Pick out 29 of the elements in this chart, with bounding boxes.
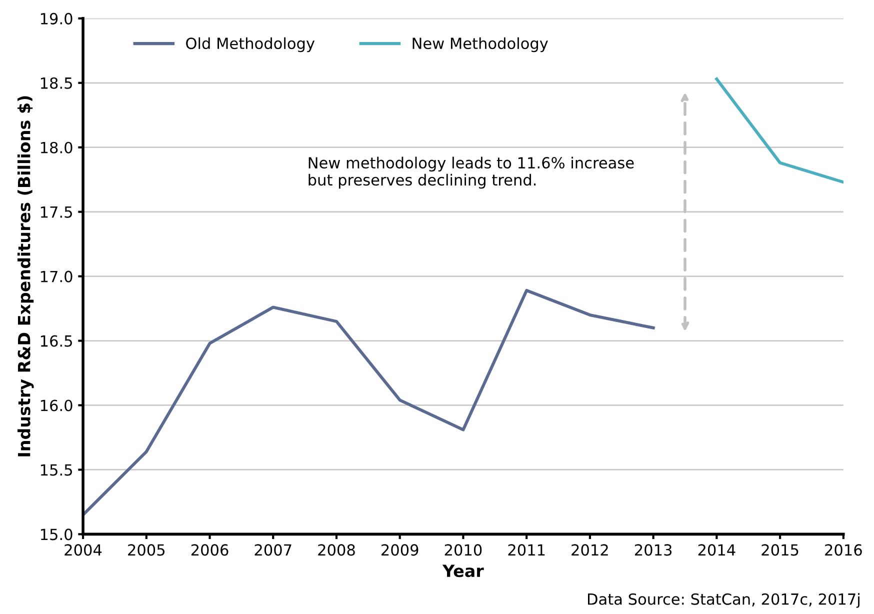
y-tick-label: 15.5 [40,464,72,476]
x-tick-label: 2005 [128,544,164,556]
x-tick-label: 2006 [191,544,228,556]
y-tick-label: 16.0 [40,400,72,412]
x-tick-label: 2016 [825,544,862,556]
y-tick-label: 18.5 [40,77,72,89]
y-tick-label: 19.0 [40,12,72,24]
x-tick-label: 2014 [698,544,736,556]
x-tick-label: 2013 [634,544,672,556]
annotation: New methodology leads to 11.6% increase but preserves declining trend. [308,156,634,189]
legend-label: New Methodology [412,37,548,52]
x-tick-label: 2012 [572,544,608,556]
y-tick-label: 16.5 [40,335,72,347]
legend-label: Old Methodology [186,37,315,52]
x-tick-label: 2008 [318,544,355,556]
x-tick-label: 2011 [508,544,545,556]
y-tick-label: 17.0 [40,270,72,282]
x-tick-label: 2007 [254,544,292,556]
y-tick-label: 18.0 [40,142,72,154]
x-tick-label: 2004 [64,544,102,556]
y-axis-title: Industry R&D Expenditures (Billions $) [17,96,34,456]
source-note: Data Source: StatCan, 2017c, 2017j [588,593,860,608]
x-tick-label: 2015 [762,544,798,556]
x-tick-label: 2010 [444,544,482,556]
y-tick-label: 15.0 [40,528,72,540]
line-series [83,288,655,516]
y-tick-label: 17.5 [40,206,72,218]
x-axis-title: Year [442,564,484,578]
x-tick-label: 2009 [382,544,418,556]
